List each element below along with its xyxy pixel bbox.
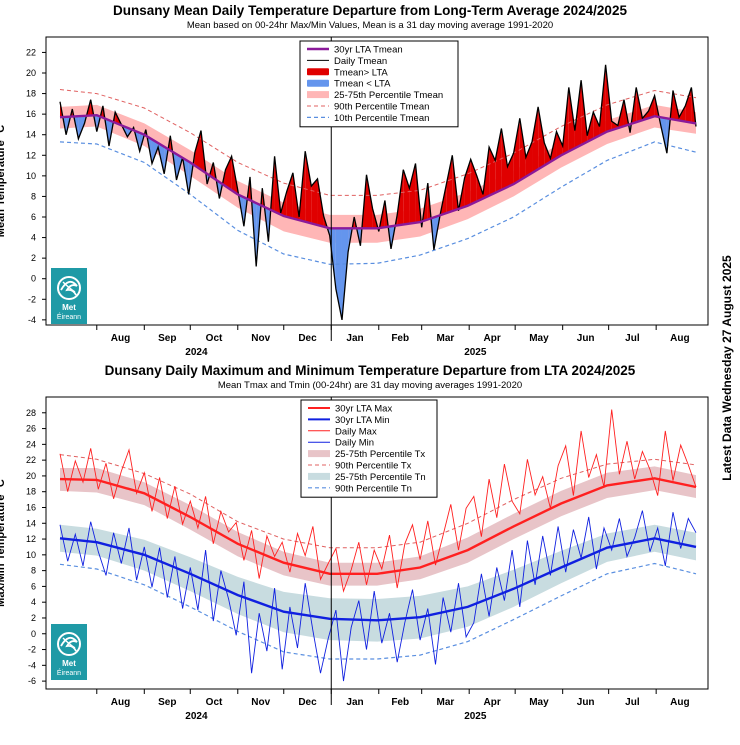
- y-tick-label: 22: [26, 455, 36, 465]
- y-tick-label: 14: [26, 518, 36, 528]
- chart-title: Dunsany Daily Maximum and Minimum Temper…: [105, 363, 636, 378]
- y-tick-label: 4: [31, 597, 36, 607]
- legend-swatch: [307, 80, 329, 87]
- legend-label: 90th Percentile Tn: [335, 483, 412, 494]
- x-month-label: Aug: [670, 333, 689, 344]
- y-tick-label: 20: [26, 68, 36, 78]
- legend-label: 30yr LTA Min: [335, 415, 390, 426]
- y-tick-label: 18: [26, 89, 36, 99]
- x-year-label: 2025: [464, 711, 487, 722]
- chart-subtitle: Mean based on 00-24hr Max/Min Values, Me…: [187, 20, 553, 31]
- y-tick-label: 10: [26, 550, 36, 560]
- mean-temperature-chart: Dunsany Mean Daily Temperature Departure…: [0, 3, 708, 358]
- y-axis-label: Mean Temperature °C: [0, 125, 7, 237]
- x-month-label: Sep: [158, 333, 176, 344]
- y-tick-label: -4: [28, 660, 36, 670]
- x-month-label: May: [529, 697, 549, 708]
- legend-swatch: [307, 68, 329, 75]
- legend-label: Daily Min: [335, 438, 374, 449]
- x-month-label: Aug: [111, 697, 130, 708]
- legend-swatch: [308, 473, 330, 480]
- y-tick-label: 16: [26, 109, 36, 119]
- y-tick-label: 20: [26, 471, 36, 481]
- x-month-label: Aug: [111, 333, 130, 344]
- x-month-label: Aug: [670, 697, 689, 708]
- x-month-label: Dec: [298, 333, 317, 344]
- legend-label: Tmean < LTA: [334, 79, 391, 90]
- y-tick-label: -2: [28, 645, 36, 655]
- chart-subtitle: Mean Tmax and Tmin (00-24hr) are 31 day …: [218, 380, 522, 391]
- x-month-label: Apr: [484, 333, 501, 344]
- y-tick-label: 0: [31, 629, 36, 639]
- x-year-label: 2024: [185, 711, 208, 722]
- x-month-label: Mar: [437, 697, 455, 708]
- y-tick-label: 12: [26, 150, 36, 160]
- y-tick-label: 22: [26, 47, 36, 57]
- logo-text: Éireann: [57, 312, 81, 321]
- x-month-label: Sep: [158, 697, 176, 708]
- legend-label: 30yr LTA Max: [335, 404, 392, 415]
- latest-data-label: Latest Data Wednesday 27 August 2025: [720, 255, 734, 481]
- y-tick-label: 26: [26, 424, 36, 434]
- y-tick-label: 2: [31, 613, 36, 623]
- x-month-label: Apr: [484, 697, 501, 708]
- y-tick-label: 10: [26, 171, 36, 181]
- x-month-label: Jun: [577, 333, 595, 344]
- x-month-label: Nov: [251, 333, 270, 344]
- y-tick-label: 2: [31, 253, 36, 263]
- x-month-label: Dec: [298, 697, 317, 708]
- x-month-label: Jan: [346, 333, 363, 344]
- x-month-label: Feb: [391, 697, 409, 708]
- x-month-label: Jul: [625, 697, 640, 708]
- x-month-label: Nov: [251, 697, 270, 708]
- legend-label: 90th Percentile Tx: [335, 461, 412, 472]
- y-tick-label: 12: [26, 534, 36, 544]
- y-tick-label: 0: [31, 274, 36, 284]
- x-year-label: 2025: [464, 347, 487, 358]
- x-month-label: Jul: [625, 333, 640, 344]
- y-tick-label: -4: [28, 315, 36, 325]
- y-tick-label: 16: [26, 502, 36, 512]
- y-tick-label: 24: [26, 439, 36, 449]
- legend-label: Daily Max: [335, 426, 377, 437]
- maxmin-temperature-chart: Dunsany Daily Maximum and Minimum Temper…: [0, 363, 708, 722]
- legend-swatch: [308, 450, 330, 457]
- logo-text: Met: [62, 303, 76, 312]
- legend-label: 90th Percentile Tmean: [334, 102, 429, 113]
- legend-label: Tmean> LTA: [334, 67, 388, 78]
- y-tick-label: 8: [31, 191, 36, 201]
- x-year-label: 2024: [185, 347, 208, 358]
- x-month-label: Jun: [577, 697, 595, 708]
- y-tick-label: 14: [26, 130, 36, 140]
- chart-title: Dunsany Mean Daily Temperature Departure…: [113, 3, 627, 18]
- legend-label: Daily Tmean: [334, 56, 387, 67]
- legend-label: 25-75th Percentile Tn: [335, 472, 426, 483]
- y-tick-label: 28: [26, 408, 36, 418]
- y-tick-label: 4: [31, 233, 36, 243]
- y-tick-label: -2: [28, 294, 36, 304]
- y-tick-label: -6: [28, 676, 36, 686]
- y-axis-label: Max/Min Temperature °C: [0, 479, 7, 607]
- y-tick-label: 8: [31, 566, 36, 576]
- x-month-label: May: [529, 333, 549, 344]
- logo-text: Met: [62, 659, 76, 668]
- legend-label: 10th Percentile Tmean: [334, 113, 429, 124]
- legend-label: 30yr LTA Tmean: [334, 45, 403, 56]
- x-month-label: Mar: [437, 333, 455, 344]
- y-tick-label: 18: [26, 487, 36, 497]
- legend-label: 25-75th Percentile Tmean: [334, 90, 443, 101]
- x-month-label: Feb: [391, 333, 409, 344]
- x-month-label: Oct: [206, 333, 223, 344]
- y-tick-label: 6: [31, 581, 36, 591]
- y-tick-label: 6: [31, 212, 36, 222]
- legend-swatch: [307, 91, 329, 98]
- legend-label: 25-75th Percentile Tx: [335, 449, 425, 460]
- x-month-label: Jan: [346, 697, 363, 708]
- x-month-label: Oct: [206, 697, 223, 708]
- logo-text: Éireann: [57, 668, 81, 677]
